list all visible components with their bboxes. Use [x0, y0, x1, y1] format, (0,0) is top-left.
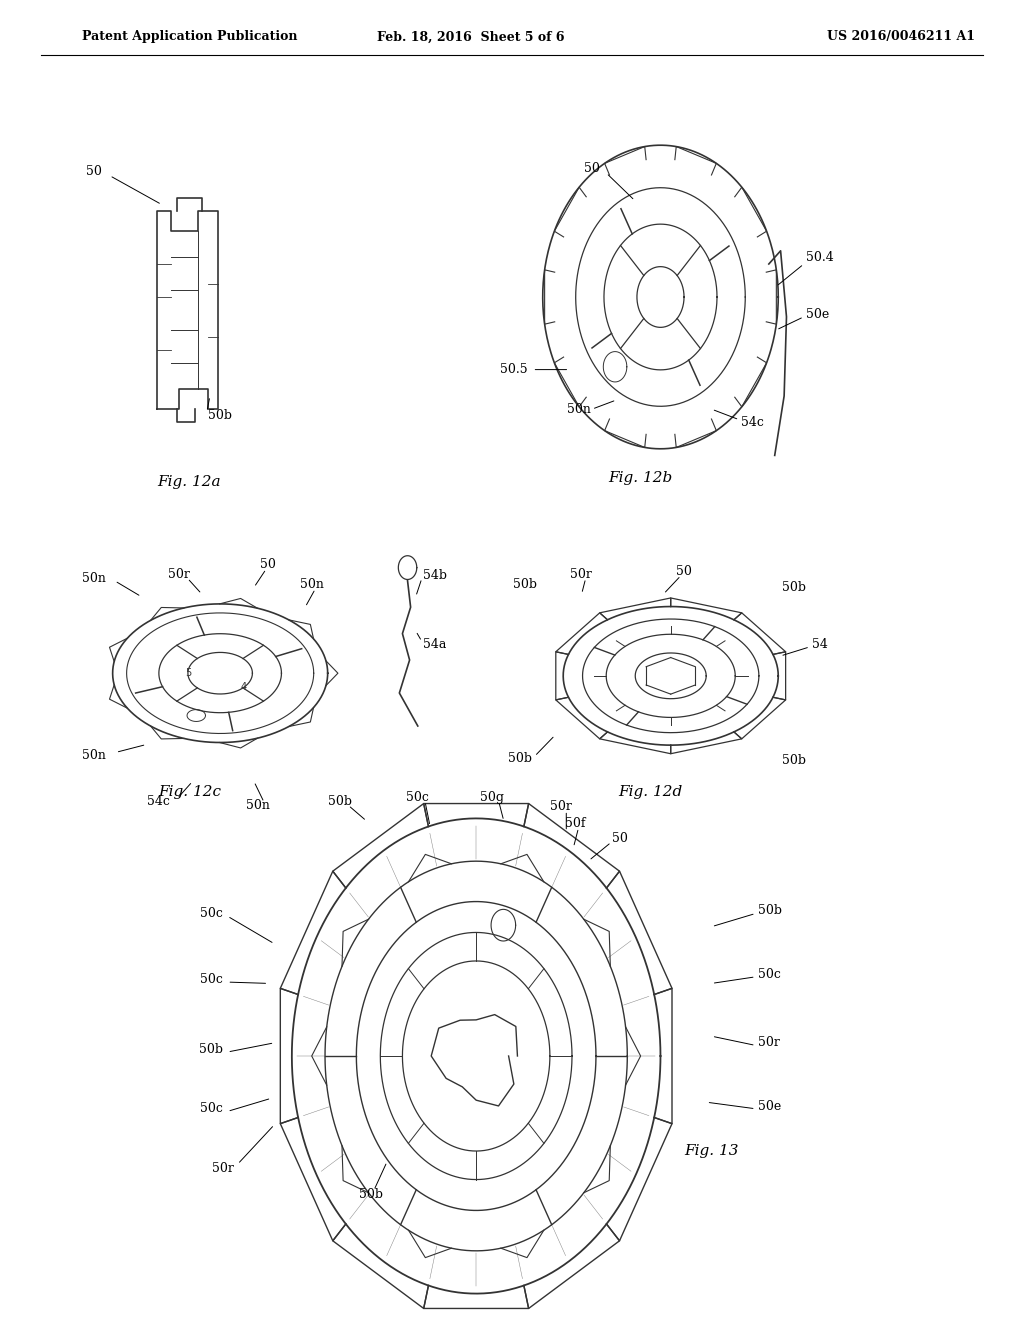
Text: 50.4: 50.4 [806, 251, 834, 264]
Text: 50: 50 [612, 832, 629, 845]
Text: 54c: 54c [741, 416, 764, 429]
Text: 50n: 50n [300, 578, 325, 591]
Text: 50b: 50b [208, 409, 232, 422]
Text: 50g: 50g [479, 791, 504, 804]
Text: 50c: 50c [201, 1102, 223, 1115]
Text: 50n: 50n [82, 748, 106, 762]
Text: 50e: 50e [806, 308, 829, 321]
Text: 54c: 54c [147, 795, 170, 808]
Text: 54: 54 [812, 638, 828, 651]
Text: 50r: 50r [212, 1162, 233, 1175]
Text: Patent Application Publication: Patent Application Publication [82, 30, 297, 44]
Text: 50r: 50r [550, 800, 572, 813]
Text: Fig. 12b: Fig. 12b [608, 471, 672, 484]
Text: 5: 5 [184, 668, 191, 678]
Text: 50r: 50r [168, 568, 190, 581]
Text: Fig. 13: Fig. 13 [684, 1144, 739, 1158]
Text: 50: 50 [260, 558, 276, 572]
Text: Fig. 12a: Fig. 12a [158, 475, 221, 488]
Text: 50n: 50n [566, 403, 591, 416]
Text: 54a: 54a [423, 638, 446, 651]
Text: US 2016/0046211 A1: US 2016/0046211 A1 [827, 30, 975, 44]
Text: Fig. 12d: Fig. 12d [618, 785, 682, 799]
Text: 50c: 50c [201, 907, 223, 920]
Text: Fig. 12c: Fig. 12c [158, 785, 221, 799]
Text: 50b: 50b [328, 795, 352, 808]
Text: 50: 50 [86, 165, 102, 178]
Text: 50: 50 [584, 162, 600, 176]
Text: 50b: 50b [758, 904, 781, 917]
Text: 50: 50 [676, 565, 692, 578]
Text: 50b: 50b [781, 754, 806, 767]
Text: 50n: 50n [82, 572, 106, 585]
Text: 50b: 50b [508, 752, 532, 766]
Text: 50b: 50b [781, 581, 806, 594]
Text: 50n: 50n [246, 799, 270, 812]
Text: 50b: 50b [513, 578, 538, 591]
Text: 50.5: 50.5 [501, 363, 527, 376]
Text: 4: 4 [241, 682, 247, 692]
Text: 50c: 50c [758, 968, 780, 981]
Text: 50f: 50f [565, 817, 586, 830]
Text: 54b: 54b [423, 569, 446, 582]
Text: 50r: 50r [758, 1036, 779, 1049]
Text: 50c: 50c [201, 973, 223, 986]
Text: 50c: 50c [407, 791, 429, 804]
Text: Feb. 18, 2016  Sheet 5 of 6: Feb. 18, 2016 Sheet 5 of 6 [377, 30, 565, 44]
Text: 50b: 50b [358, 1188, 383, 1201]
Text: 50r: 50r [569, 568, 592, 581]
Text: 50e: 50e [758, 1100, 781, 1113]
Text: 50b: 50b [200, 1043, 223, 1056]
